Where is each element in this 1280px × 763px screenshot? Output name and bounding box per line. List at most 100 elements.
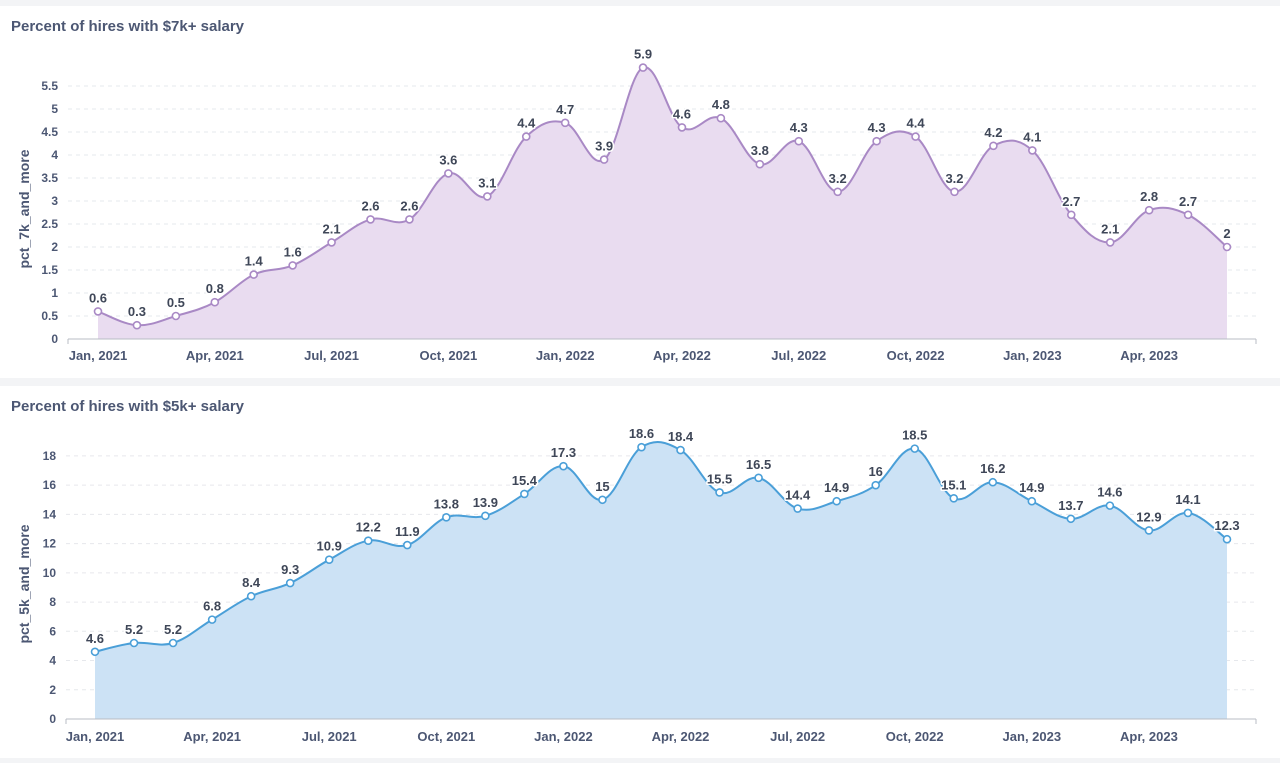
data-point[interactable] xyxy=(676,445,685,455)
data-label: 1.4 xyxy=(245,254,264,269)
data-point[interactable] xyxy=(1105,238,1115,247)
data-point[interactable] xyxy=(246,591,256,601)
data-label: 12.2 xyxy=(356,520,381,535)
data-point[interactable] xyxy=(207,615,217,624)
data-point[interactable] xyxy=(832,496,841,506)
data-point[interactable] xyxy=(1105,501,1115,510)
data-label: 16.5 xyxy=(746,457,771,472)
y-tick-label: 2 xyxy=(49,683,56,697)
x-tick-label: Oct, 2022 xyxy=(886,729,944,744)
data-point[interactable] xyxy=(599,155,609,164)
y-tick-label: 5 xyxy=(51,102,58,116)
data-label: 12.9 xyxy=(1136,509,1161,524)
y-tick-label: 3.5 xyxy=(41,171,58,185)
x-tick-label: Apr, 2021 xyxy=(186,348,244,363)
data-label: 0.6 xyxy=(89,290,107,305)
data-point[interactable] xyxy=(442,513,451,522)
data-point[interactable] xyxy=(129,638,139,648)
data-label: 8.4 xyxy=(242,575,261,590)
data-point[interactable] xyxy=(598,495,607,505)
data-label: 15.1 xyxy=(941,477,966,492)
x-tick-label: Oct, 2022 xyxy=(887,348,945,363)
data-label: 2.1 xyxy=(323,221,341,236)
y-axis-title: pct_5k_and_more xyxy=(16,524,32,643)
data-point[interactable] xyxy=(1066,514,1076,524)
y-axis-ticks: 0 2 4 6 8 10 12 14 16 18 xyxy=(43,449,57,726)
data-label: 3.2 xyxy=(945,171,963,186)
data-point[interactable] xyxy=(171,311,181,321)
data-point[interactable] xyxy=(1222,534,1232,544)
data-point[interactable] xyxy=(483,192,492,201)
data-point[interactable] xyxy=(989,141,998,151)
data-point[interactable] xyxy=(911,132,920,141)
data-point[interactable] xyxy=(715,488,724,497)
data-label: 5.9 xyxy=(634,47,652,62)
data-label: 4.3 xyxy=(868,120,886,135)
data-point[interactable] xyxy=(402,540,412,550)
data-point[interactable] xyxy=(637,442,646,452)
x-tick-label: Jul, 2021 xyxy=(304,348,359,363)
data-point[interactable] xyxy=(327,238,336,247)
data-point[interactable] xyxy=(363,536,373,545)
x-tick-label: Apr, 2021 xyxy=(183,729,241,744)
data-label: 4.6 xyxy=(86,631,104,646)
data-point[interactable] xyxy=(833,187,842,197)
y-tick-label: 2 xyxy=(51,240,58,254)
data-point[interactable] xyxy=(132,320,142,330)
data-point[interactable] xyxy=(90,647,100,657)
data-point[interactable] xyxy=(638,63,648,72)
x-tick-label: Jan, 2021 xyxy=(66,729,125,744)
data-point[interactable] xyxy=(949,494,959,503)
data-point[interactable] xyxy=(1027,496,1037,506)
data-point[interactable] xyxy=(988,477,998,487)
data-point[interactable] xyxy=(872,136,881,146)
data-point[interactable] xyxy=(249,270,259,279)
data-point[interactable] xyxy=(285,578,295,588)
data-point[interactable] xyxy=(210,297,220,307)
data-point[interactable] xyxy=(871,480,880,490)
chart-card-7k: Percent of hires with $7k+ salary 0 0.5 1 1… xyxy=(0,6,1280,378)
data-point[interactable] xyxy=(1144,205,1154,215)
data-point[interactable] xyxy=(677,123,687,132)
data-point[interactable] xyxy=(93,307,103,316)
data-point[interactable] xyxy=(559,461,568,471)
data-point[interactable] xyxy=(716,113,726,123)
data-point[interactable] xyxy=(324,555,334,564)
x-tick-label: Jul, 2022 xyxy=(771,348,826,363)
x-tick-label: Jul, 2022 xyxy=(770,729,825,744)
y-tick-label: 14 xyxy=(43,507,57,521)
data-label: 2.7 xyxy=(1062,194,1080,209)
y-axis-title: pct_7k_and_more xyxy=(16,149,32,268)
data-point[interactable] xyxy=(793,504,802,513)
data-point[interactable] xyxy=(405,215,414,224)
chart-title: Percent of hires with $5k+ salary xyxy=(11,398,245,415)
data-label: 15.5 xyxy=(707,471,732,486)
data-point[interactable] xyxy=(366,215,375,224)
data-point[interactable] xyxy=(1066,210,1076,220)
data-label: 5.2 xyxy=(125,622,143,637)
data-point[interactable] xyxy=(521,132,531,141)
y-tick-label: 12 xyxy=(43,537,57,551)
data-point[interactable] xyxy=(1183,210,1193,220)
data-point[interactable] xyxy=(560,118,570,128)
data-point[interactable] xyxy=(755,159,765,169)
data-label: 13.7 xyxy=(1058,498,1083,513)
chart-card-5k: Percent of hires with $5k+ salary 0 2 4 6 8 1… xyxy=(0,386,1280,758)
data-point[interactable] xyxy=(1028,146,1037,155)
data-point[interactable] xyxy=(950,187,959,197)
data-point[interactable] xyxy=(520,489,529,499)
data-point[interactable] xyxy=(1183,508,1193,518)
data-point[interactable] xyxy=(794,136,804,146)
data-label: 2 xyxy=(1223,226,1230,241)
data-point[interactable] xyxy=(1222,242,1232,252)
data-point[interactable] xyxy=(1144,526,1154,535)
data-point[interactable] xyxy=(288,261,297,270)
data-label: 13.8 xyxy=(434,496,459,511)
data-point[interactable] xyxy=(910,444,920,453)
data-point[interactable] xyxy=(754,473,763,483)
data-point[interactable] xyxy=(168,638,178,648)
data-point[interactable] xyxy=(481,511,490,521)
data-point[interactable] xyxy=(444,169,453,178)
data-label: 1.6 xyxy=(284,244,302,259)
data-label: 4.2 xyxy=(984,125,1002,140)
